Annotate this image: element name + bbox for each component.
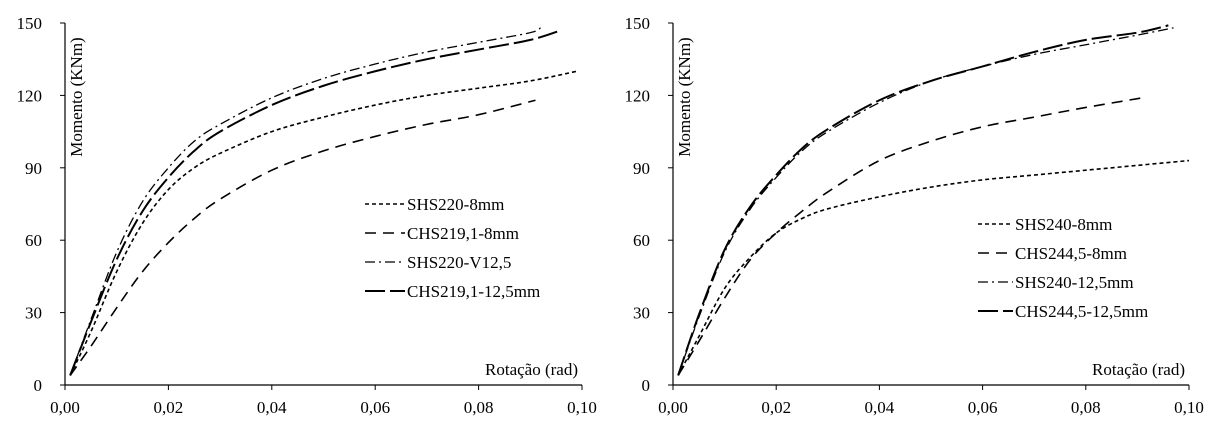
legend: SHS220-8mm CHS219,1-8mm SHS220-V12,5 CHS219… (365, 195, 540, 301)
x-tick-label: 0,00 (658, 398, 688, 417)
chart-panel-2: 0 30 60 90 120 150 0,00 0,02 0,04 0,06 0,08 0,10 Mom… (625, 14, 1204, 417)
y-tick-label: 120 (17, 86, 43, 105)
y-tick-label: 0 (34, 376, 43, 395)
series-line-4 (69, 29, 562, 376)
x-axis-label: Rotação (rad) (485, 360, 578, 379)
series-line-1 (677, 159, 1190, 376)
series-line-3 (677, 27, 1174, 376)
series-line-3 (69, 27, 541, 376)
y-tick-label: 150 (625, 14, 651, 33)
x-tick-label: 0,08 (1071, 398, 1101, 417)
y-axis-label: Momento (KNm) (67, 37, 86, 156)
legend-entry: SHS220-8mm (407, 195, 504, 214)
y-axis-label: Momento (KNm) (675, 37, 694, 156)
legend-entry: CHS244,5-12,5mm (1015, 302, 1148, 321)
legend-entry: SHS240-12,5mm (1015, 273, 1134, 292)
x-tick-label: 0,04 (257, 398, 287, 417)
x-tick-label: 0,08 (464, 398, 494, 417)
series-line-4 (677, 24, 1169, 376)
y-tick-label: 120 (625, 86, 651, 105)
series-line-2 (69, 99, 536, 376)
x-tick-label: 0,06 (968, 398, 998, 417)
legend: SHS240-8mm CHS244,5-8mm SHS240-12,5mm CHS24… (978, 215, 1148, 321)
y-tick-label: 60 (25, 231, 42, 250)
x-tick-label: 0,10 (1174, 398, 1204, 417)
chart-panel-1: 0 30 60 90 120 150 0,00 0,02 0,04 0,06 0,08 0,10 Mom… (17, 14, 597, 417)
legend-entry: SHS220-V12,5 (407, 253, 511, 272)
x-tick-label: 0,04 (865, 398, 895, 417)
legend-entry: SHS240-8mm (1015, 215, 1112, 234)
y-tick-label: 30 (25, 304, 42, 323)
y-tick-label: 0 (642, 376, 651, 395)
x-tick-label: 0,02 (761, 398, 791, 417)
series-line-2 (677, 97, 1143, 376)
legend-entry: CHS219,1-12,5mm (407, 282, 540, 301)
x-tick-label: 0,10 (567, 398, 597, 417)
x-tick-label: 0,00 (50, 398, 80, 417)
legend-entry: CHS219,1-8mm (407, 224, 519, 243)
legend-entry: CHS244,5-8mm (1015, 244, 1127, 263)
x-tick-label: 0,06 (360, 398, 390, 417)
y-tick-label: 30 (633, 304, 650, 323)
x-axis-label: Rotação (rad) (1092, 360, 1185, 379)
y-tick-label: 60 (633, 231, 650, 250)
x-tick-label: 0,02 (154, 398, 184, 417)
y-tick-label: 90 (25, 159, 42, 178)
y-tick-label: 90 (633, 159, 650, 178)
series-line-1 (69, 70, 577, 376)
y-tick-label: 150 (17, 14, 43, 33)
